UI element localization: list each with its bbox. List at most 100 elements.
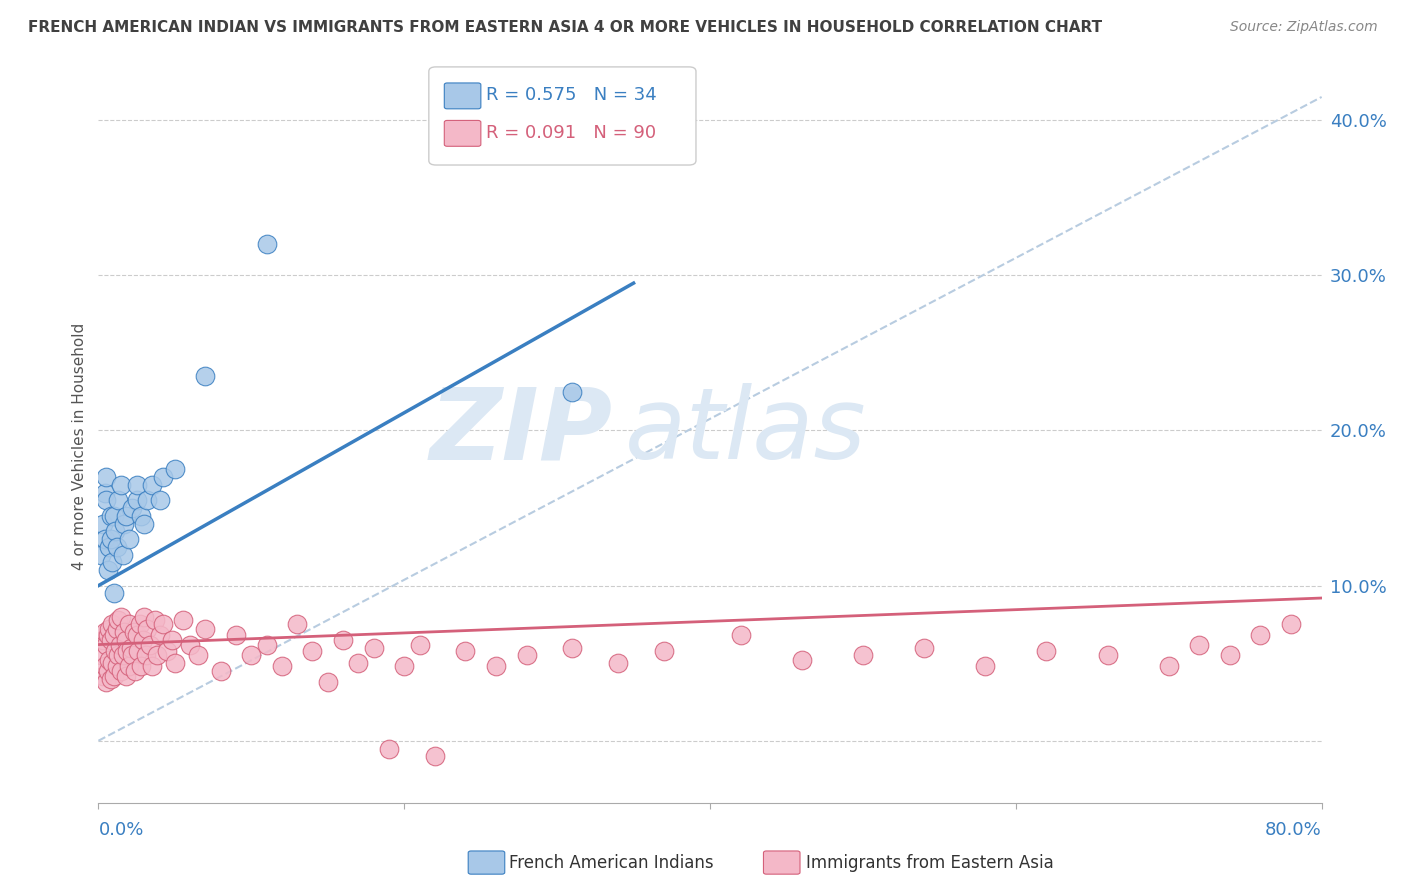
Point xyxy=(98,622,121,636)
Point xyxy=(93,485,115,500)
Point xyxy=(100,632,122,647)
Point xyxy=(134,516,156,531)
Point xyxy=(115,508,138,523)
Point xyxy=(118,659,141,673)
Point xyxy=(1279,617,1302,632)
Point xyxy=(121,501,143,516)
Point xyxy=(145,648,167,663)
Point xyxy=(117,644,139,658)
Point xyxy=(94,638,117,652)
Point xyxy=(136,493,159,508)
Point xyxy=(363,640,385,655)
Point xyxy=(378,741,401,756)
Point xyxy=(101,656,124,670)
Point xyxy=(135,648,157,663)
Point xyxy=(93,532,115,546)
Point xyxy=(136,622,159,636)
Point xyxy=(561,384,583,399)
Point xyxy=(225,628,247,642)
Point xyxy=(111,548,134,562)
Point xyxy=(454,644,477,658)
Point xyxy=(90,548,112,562)
Point xyxy=(98,653,121,667)
Point xyxy=(149,628,172,642)
Point xyxy=(94,470,117,484)
Point xyxy=(103,586,125,600)
Point xyxy=(100,532,122,546)
Point xyxy=(156,644,179,658)
Point xyxy=(93,625,115,640)
Point xyxy=(93,659,115,673)
Point xyxy=(91,516,114,531)
Point xyxy=(105,622,128,636)
Text: Immigrants from Eastern Asia: Immigrants from Eastern Asia xyxy=(806,854,1053,871)
Text: Source: ZipAtlas.com: Source: ZipAtlas.com xyxy=(1230,20,1378,34)
Point xyxy=(1219,648,1241,663)
Point xyxy=(129,508,152,523)
Point xyxy=(516,648,538,663)
Point xyxy=(160,632,183,647)
Point xyxy=(194,369,217,384)
Point xyxy=(115,668,138,682)
Point xyxy=(285,617,308,632)
Point xyxy=(94,493,117,508)
Point xyxy=(1249,628,1271,642)
Point xyxy=(115,632,138,647)
Point xyxy=(139,638,162,652)
Point xyxy=(108,638,131,652)
Point xyxy=(110,664,132,678)
Point xyxy=(107,613,129,627)
Point xyxy=(101,617,124,632)
Text: FRENCH AMERICAN INDIAN VS IMMIGRANTS FROM EASTERN ASIA 4 OR MORE VEHICLES IN HOU: FRENCH AMERICAN INDIAN VS IMMIGRANTS FRO… xyxy=(28,20,1102,35)
Point xyxy=(127,644,149,658)
Point xyxy=(256,237,278,252)
Point xyxy=(103,508,125,523)
Point xyxy=(112,516,135,531)
Point xyxy=(107,493,129,508)
Point xyxy=(852,648,875,663)
Point xyxy=(111,648,134,663)
Point xyxy=(100,672,122,686)
Point xyxy=(91,668,114,682)
Point xyxy=(790,653,813,667)
Point xyxy=(97,563,120,577)
Point xyxy=(392,659,416,673)
Point xyxy=(423,749,446,764)
Point xyxy=(179,638,201,652)
Point xyxy=(128,617,150,632)
Point xyxy=(301,644,323,658)
Point xyxy=(132,632,155,647)
Point xyxy=(110,477,132,491)
Point xyxy=(1035,644,1057,658)
Text: R = 0.091   N = 90: R = 0.091 N = 90 xyxy=(486,124,657,142)
Point xyxy=(120,640,142,655)
Point xyxy=(125,477,148,491)
Point xyxy=(104,644,127,658)
Point xyxy=(103,628,125,642)
Text: ZIP: ZIP xyxy=(429,384,612,480)
Point xyxy=(94,674,117,689)
Point xyxy=(607,656,630,670)
Point xyxy=(270,659,292,673)
Point xyxy=(101,555,124,569)
Point xyxy=(100,508,122,523)
Point xyxy=(730,628,752,642)
Point xyxy=(105,659,128,673)
Point xyxy=(105,540,128,554)
Point xyxy=(316,674,339,689)
Point xyxy=(1157,659,1180,673)
Point xyxy=(118,532,141,546)
Point xyxy=(129,659,152,673)
Text: French American Indians: French American Indians xyxy=(509,854,714,871)
Point xyxy=(194,622,217,636)
Point xyxy=(152,470,174,484)
Point xyxy=(112,625,135,640)
Point xyxy=(408,638,430,652)
Point xyxy=(240,648,263,663)
Point xyxy=(347,656,370,670)
Point xyxy=(561,640,583,655)
Point xyxy=(118,617,141,632)
Point xyxy=(332,632,354,647)
Point xyxy=(141,659,163,673)
Point xyxy=(652,644,675,658)
